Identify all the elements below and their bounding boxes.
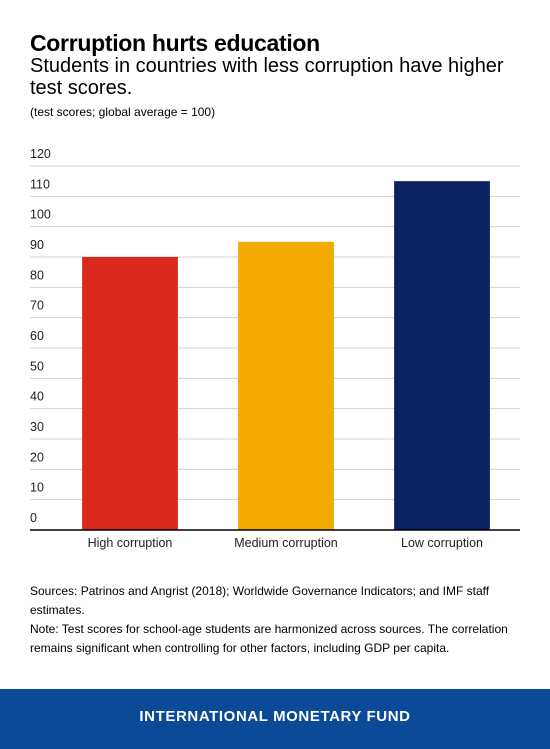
note: Note: Test scores for school-age student… (30, 622, 508, 655)
bar (394, 181, 490, 530)
y-tick-label: 120 (30, 147, 51, 161)
y-tick-label: 60 (30, 329, 44, 343)
y-tick-label: 20 (30, 450, 44, 464)
x-tick-label: High corruption (88, 536, 173, 550)
footer: INTERNATIONAL MONETARY FUND (0, 689, 550, 749)
y-tick-label: 10 (30, 481, 44, 495)
y-tick-label: 90 (30, 238, 44, 252)
x-tick-label: Low corruption (401, 536, 483, 550)
y-tick-label: 100 (30, 208, 51, 222)
chart-title: Corruption hurts education (30, 30, 320, 56)
axis-note: (test scores; global average = 100) (30, 105, 216, 119)
y-tick-label: 50 (30, 359, 44, 373)
bar (82, 257, 178, 530)
chart-subtitle: Students in countries with less corrupti… (30, 55, 504, 99)
x-tick-label: Medium corruption (234, 536, 338, 550)
y-tick-label: 0 (30, 511, 37, 525)
bar (238, 241, 334, 530)
chart: 0 10 20 30 40 50 60 70 80 90 100 110 120 High corrupt… (30, 147, 520, 550)
sources: Sources: Patrinos and Angrist (2018); Wo… (30, 584, 490, 617)
y-tick-label: 30 (30, 420, 44, 434)
y-tick-label: 40 (30, 390, 44, 404)
y-tick-label: 110 (30, 177, 50, 191)
y-tick-label: 80 (30, 268, 44, 282)
y-tick-label: 70 (30, 299, 44, 313)
